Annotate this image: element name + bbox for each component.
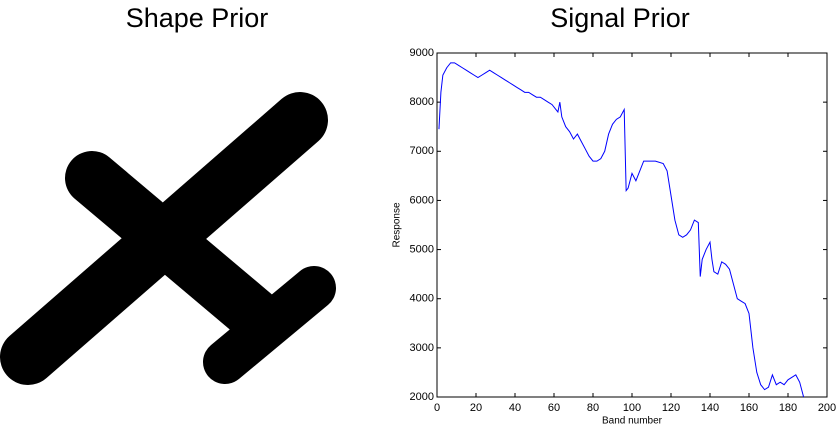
x-tick-label: 100 (623, 402, 641, 414)
x-tick-label: 20 (470, 402, 482, 414)
x-axis-label: Band number (602, 416, 663, 427)
x-tick-label: 180 (779, 402, 797, 414)
y-tick-label: 2000 (410, 391, 434, 403)
y-tick-label: 7000 (410, 145, 434, 157)
y-tick-label: 5000 (410, 243, 434, 255)
x-tick-label: 0 (434, 402, 440, 414)
y-tick-label: 8000 (410, 96, 434, 108)
x-tick-label: 80 (587, 402, 599, 414)
data-line (438, 62, 805, 398)
y-tick-label: 3000 (410, 342, 434, 354)
x-tick-label: 140 (701, 402, 719, 414)
y-tick-label: 4000 (410, 293, 434, 305)
y-tick-label: 9000 (410, 47, 434, 59)
x-tick-label: 60 (548, 402, 560, 414)
plot-frame (436, 52, 828, 398)
x-tick-label: 40 (509, 402, 521, 414)
y-tick-label: 6000 (410, 194, 434, 206)
x-tick-label: 160 (740, 402, 758, 414)
panel-title: Shape Prior (126, 3, 269, 33)
x-tick-label: 120 (662, 402, 680, 414)
y-axis-label: Response (392, 202, 403, 247)
chart-title: Signal Prior (550, 3, 690, 33)
airplane-shape (0, 92, 336, 385)
x-tick-label: 200 (818, 402, 836, 414)
